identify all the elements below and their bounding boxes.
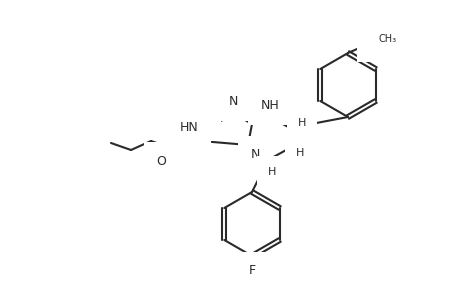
Text: HN: HN [179,121,198,134]
Text: O: O [156,154,166,167]
Text: N: N [251,148,260,161]
Text: N: N [228,95,237,108]
Text: H: H [297,118,306,128]
Text: NH: NH [260,99,279,112]
Text: H: H [295,148,304,158]
Text: H: H [295,140,304,150]
Text: N: N [199,116,208,128]
Text: F: F [248,265,255,278]
Text: H: H [267,167,275,177]
Text: CH₃: CH₃ [378,34,396,44]
Text: O: O [369,37,379,50]
